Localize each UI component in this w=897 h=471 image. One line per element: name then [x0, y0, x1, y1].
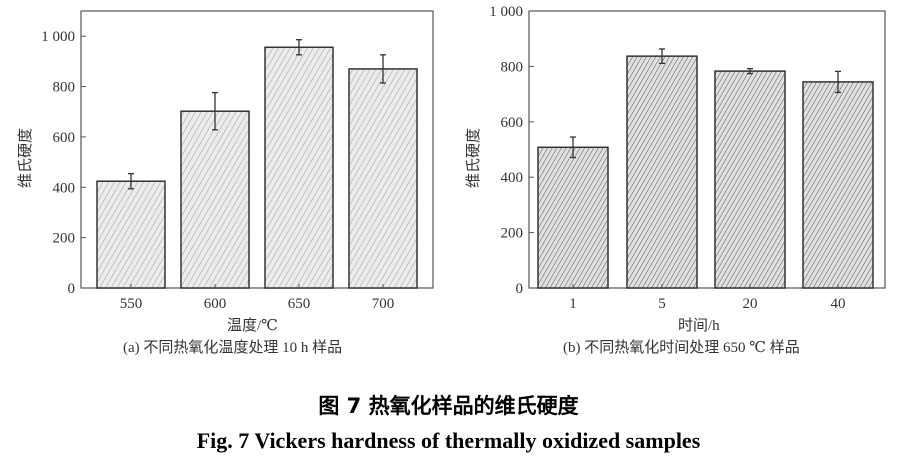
bar	[714, 70, 786, 289]
y-tick-label: 800	[53, 80, 76, 96]
y-tick-label: 600	[501, 115, 524, 131]
y-tick-label: 400	[53, 180, 76, 196]
y-tick-label: 200	[501, 226, 524, 242]
bar	[626, 55, 698, 289]
x-tick-label: 550	[120, 296, 143, 312]
y-tick-label: 0	[516, 281, 524, 297]
x-tick-label: 700	[372, 296, 395, 312]
y-tick-label: 1 000	[41, 29, 75, 45]
bar	[537, 146, 609, 289]
bar	[180, 110, 250, 289]
y-tick-label: 800	[501, 59, 524, 75]
bar	[96, 180, 166, 289]
x-tick-label: 20	[743, 296, 758, 312]
figure-title-en: Fig. 7 Vickers hardness of thermally oxi…	[196, 428, 701, 453]
caption-a: (a) 不同热氧化温度处理 10 h 样品	[123, 340, 343, 356]
y-tick-label: 1 000	[489, 4, 523, 20]
x-axis-label-a: 温度/℃	[227, 318, 278, 334]
x-tick-label: 5	[658, 296, 666, 312]
y-tick-label: 0	[68, 281, 76, 297]
x-tick-label: 650	[288, 296, 311, 312]
plot-frame	[528, 10, 886, 289]
y-tick-label: 600	[53, 130, 76, 146]
caption-b: (b) 不同热氧化时间处理 650 ℃ 样品	[563, 340, 800, 356]
plot-frame	[80, 10, 434, 289]
y-tick-label: 400	[501, 170, 524, 186]
x-tick-label: 600	[204, 296, 227, 312]
x-tick-label: 40	[831, 296, 846, 312]
bar	[264, 46, 334, 289]
x-tick-label: 1	[569, 296, 577, 312]
x-axis-label-b: 时间/h	[678, 318, 720, 334]
bar	[348, 68, 418, 289]
y-axis-label: 维氏硬度	[17, 128, 34, 188]
figure-title-cn: 图 7 热氧化样品的维氏硬度	[318, 394, 579, 418]
bar	[802, 81, 874, 289]
y-tick-label: 200	[53, 231, 76, 247]
y-axis-label: 维氏硬度	[465, 128, 482, 188]
